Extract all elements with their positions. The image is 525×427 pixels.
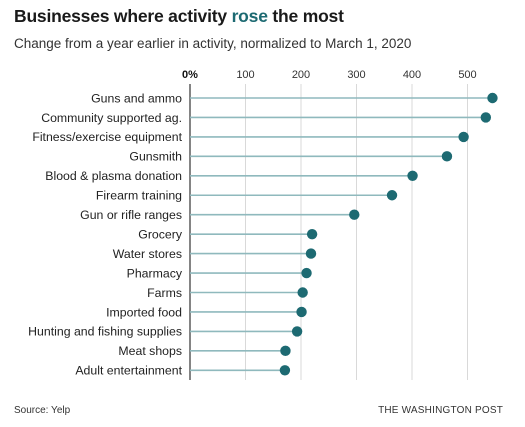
lollipop-dot xyxy=(279,365,291,376)
category-label: Imported food xyxy=(106,305,182,319)
chart-row: Fitness/exercise equipment xyxy=(32,130,469,144)
lollipop-dot xyxy=(305,248,317,259)
x-tick-label: 500 xyxy=(458,69,476,81)
lollipop-dot xyxy=(291,326,303,337)
chart-row: Adult entertainment xyxy=(75,364,291,378)
lollipop-dot xyxy=(487,92,498,104)
chart-row: Guns and ammo xyxy=(91,91,498,105)
lollipop-dot xyxy=(441,151,453,162)
category-label: Farms xyxy=(147,286,182,300)
lollipop-dot xyxy=(407,170,418,181)
x-tick-label: 300 xyxy=(347,69,365,81)
chart-row: Farms xyxy=(147,286,308,300)
title-highlight: rose xyxy=(231,6,268,26)
grid-lines xyxy=(189,84,468,380)
chart-subtitle: Change from a year earlier in activity, … xyxy=(14,36,412,51)
chart-row: Firearm training xyxy=(96,189,398,203)
category-label: Gun or rifle ranges xyxy=(80,208,182,222)
category-label: Firearm training xyxy=(96,189,182,203)
publisher-credit: THE WASHINGTON POST xyxy=(378,405,503,416)
chart-title: Businesses where activity rose the most xyxy=(14,6,344,27)
category-label: Gunsmith xyxy=(129,150,182,164)
category-label: Water stores xyxy=(113,247,182,261)
lollipop-dot xyxy=(480,112,492,123)
category-label: Meat shops xyxy=(118,344,182,358)
x-tick-label: 100 xyxy=(236,69,254,81)
chart-row: Pharmacy xyxy=(127,266,312,280)
title-pre: Businesses where activity xyxy=(14,6,232,26)
category-label: Pharmacy xyxy=(127,266,183,280)
category-label: Adult entertainment xyxy=(75,364,182,378)
lollipop-dot xyxy=(280,345,291,357)
lollipop-dot xyxy=(297,287,308,298)
x-tick-label: 200 xyxy=(292,69,310,81)
lollipop-dot xyxy=(306,228,318,240)
chart-row: Meat shops xyxy=(118,344,291,358)
category-label: Fitness/exercise equipment xyxy=(32,130,182,144)
chart-row: Gunsmith xyxy=(129,150,453,164)
chart-row: Grocery xyxy=(138,227,318,241)
lollipop-dot xyxy=(349,209,360,220)
lollipop-dot xyxy=(296,306,307,318)
chart-row: Blood & plasma donation xyxy=(45,169,418,183)
lollipop-dot xyxy=(386,190,398,201)
chart-row: Imported food xyxy=(106,305,307,319)
category-label: Grocery xyxy=(138,227,183,241)
chart-row: Gun or rifle ranges xyxy=(80,208,360,222)
lollipop-dot xyxy=(458,131,469,143)
x-axis-ticks: 0% 100 200 300 400 500 xyxy=(182,69,477,81)
category-label: Hunting and fishing supplies xyxy=(28,325,182,339)
chart-rows: Guns and ammo Community supported ag. Fitn… xyxy=(28,91,498,378)
title-post: the most xyxy=(267,6,344,26)
source-note: Source: Yelp xyxy=(14,405,71,416)
chart-row: Hunting and fishing supplies xyxy=(28,325,303,339)
lollipop-dot xyxy=(301,267,312,279)
x-tick-label: 0% xyxy=(182,69,198,81)
chart-row: Water stores xyxy=(113,247,317,261)
category-label: Community supported ag. xyxy=(41,111,182,125)
category-label: Guns and ammo xyxy=(91,91,182,105)
chart-row: Community supported ag. xyxy=(41,111,492,125)
category-label: Blood & plasma donation xyxy=(45,169,182,183)
x-tick-label: 400 xyxy=(403,69,421,81)
